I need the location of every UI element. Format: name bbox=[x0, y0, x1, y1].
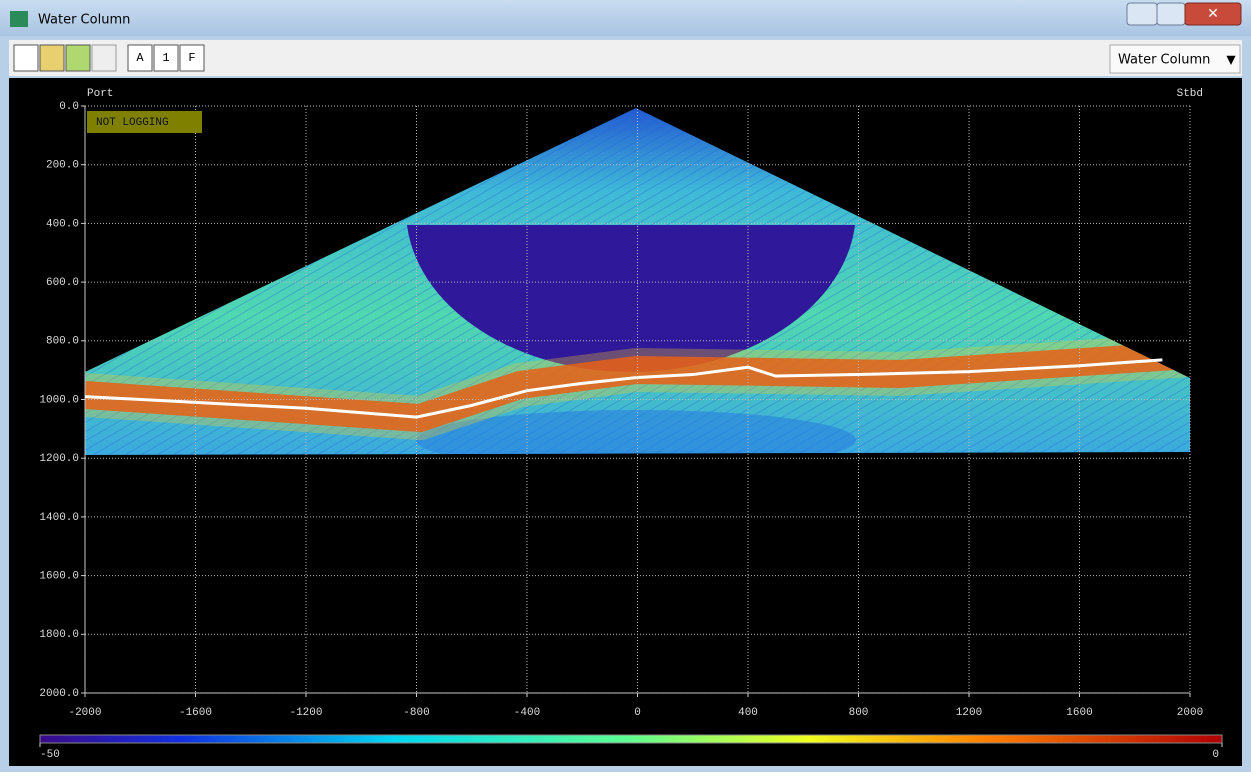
y-tick-label: 2000.0 bbox=[39, 688, 79, 700]
x-tick-label: -400 bbox=[514, 707, 540, 719]
stbd-label: Stbd bbox=[1177, 88, 1203, 100]
y-tick-label: 200.0 bbox=[46, 160, 79, 172]
tool-button[interactable] bbox=[66, 45, 90, 71]
view-selector-label: Water Column bbox=[1118, 53, 1210, 68]
title-bar bbox=[0, 0, 1251, 36]
tool-button-label: A bbox=[136, 51, 144, 65]
x-tick-label: 0 bbox=[634, 707, 641, 719]
tool-button[interactable] bbox=[40, 45, 64, 71]
minimize-button[interactable] bbox=[1127, 3, 1157, 25]
x-tick-label: -2000 bbox=[68, 707, 101, 719]
y-tick-label: 1800.0 bbox=[39, 629, 79, 641]
x-tick-label: -800 bbox=[403, 707, 429, 719]
app-icon bbox=[10, 11, 28, 27]
maximize-button[interactable] bbox=[1157, 3, 1185, 25]
colorbar bbox=[40, 735, 1222, 743]
window-canvas: Water Column ✕ Water Column ▼ -2000 -1600… bbox=[0, 0, 1251, 772]
y-tick-label: 1200.0 bbox=[39, 453, 79, 465]
x-tick-label: 400 bbox=[738, 707, 758, 719]
tool-button[interactable] bbox=[14, 45, 38, 71]
x-tick-label: -1200 bbox=[289, 707, 322, 719]
x-tick-label: 1200 bbox=[956, 707, 982, 719]
port-label: Port bbox=[87, 88, 113, 100]
tool-button-label: 1 bbox=[162, 51, 169, 65]
y-tick-label: 600.0 bbox=[46, 277, 79, 289]
y-tick-label: 1000.0 bbox=[39, 394, 79, 406]
close-glyph: ✕ bbox=[1207, 6, 1219, 22]
colorbar-tick-label: -50 bbox=[40, 749, 60, 761]
x-tick-label: 2000 bbox=[1177, 707, 1203, 719]
x-tick-label: 800 bbox=[849, 707, 869, 719]
tool-button-label: F bbox=[188, 51, 195, 65]
y-tick-label: 0.0 bbox=[59, 101, 79, 113]
y-tick-label: 400.0 bbox=[46, 218, 79, 230]
window: Water Column ✕ Water Column ▼ -2000 -1600… bbox=[0, 0, 1251, 772]
x-tick-label: 1600 bbox=[1066, 707, 1092, 719]
y-tick-label: 800.0 bbox=[46, 336, 79, 348]
window-title: Water Column bbox=[38, 13, 130, 28]
tool-button[interactable] bbox=[92, 45, 116, 71]
y-tick-label: 1400.0 bbox=[39, 512, 79, 524]
y-tick-label: 1600.0 bbox=[39, 571, 79, 583]
status-text: NOT LOGGING bbox=[96, 117, 169, 129]
colorbar-tick-label: 0 bbox=[1212, 749, 1219, 761]
dropdown-arrow: ▼ bbox=[1226, 53, 1236, 67]
x-tick-label: -1600 bbox=[179, 707, 212, 719]
